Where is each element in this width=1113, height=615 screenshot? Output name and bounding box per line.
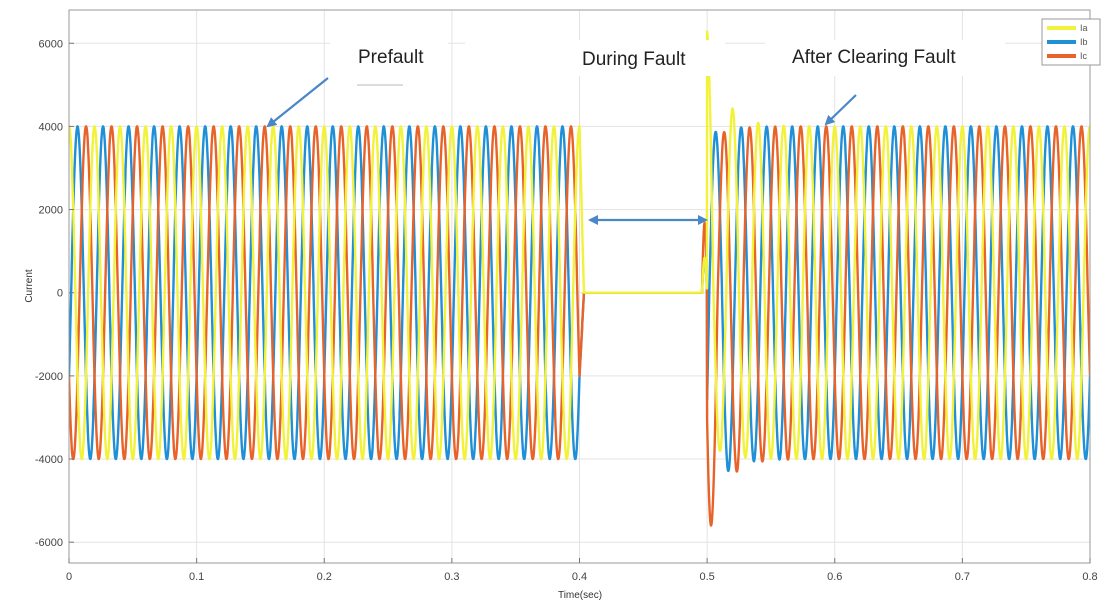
legend-label-ia: Ia xyxy=(1080,23,1088,33)
x-tick-label: 0.3 xyxy=(444,571,459,583)
y-tick-label: 4000 xyxy=(39,121,63,133)
x-tick-label: 0.8 xyxy=(1082,571,1097,583)
y-tick-label: 0 xyxy=(57,288,63,300)
prefault-arrow xyxy=(266,77,329,128)
x-tick-label: 0.6 xyxy=(827,571,842,583)
ticks: 0 0.1 0.2 0.3 0.4 0.5 0.6 0.7 0.8 6000 4000 2000 0 -2… xyxy=(35,38,1098,583)
annotation-during-fault: During Fault xyxy=(582,49,686,70)
series-group xyxy=(69,30,1090,527)
legend-label-ib: Ib xyxy=(1080,37,1088,47)
series-line-ia xyxy=(69,30,1090,461)
annotation-box-during-fault xyxy=(465,40,725,76)
annotation-box-prefault xyxy=(330,40,448,76)
x-tick-label: 0.7 xyxy=(955,571,970,583)
after-fault-arrow xyxy=(824,94,857,126)
annotation-box-after-fault xyxy=(765,40,1005,76)
annotation-prefault: Prefault xyxy=(358,47,424,68)
x-tick-label: 0 xyxy=(66,571,72,583)
y-axis-label: Current xyxy=(24,269,35,303)
x-tick-label: 0.1 xyxy=(189,571,204,583)
y-tick-label: -4000 xyxy=(35,454,63,466)
legend-label-ic: Ic xyxy=(1080,51,1088,61)
legend: Ia Ib Ic xyxy=(1041,18,1101,66)
x-tick-label: 0.4 xyxy=(572,571,587,583)
annotation-after-fault: After Clearing Fault xyxy=(792,47,956,68)
y-tick-label: 2000 xyxy=(39,205,63,217)
y-tick-label: 6000 xyxy=(39,38,63,50)
y-tick-label: -2000 xyxy=(35,371,63,383)
x-tick-label: 0.2 xyxy=(317,571,332,583)
x-axis-label: Time(sec) xyxy=(558,590,602,601)
y-tick-label: -6000 xyxy=(35,537,63,549)
x-tick-label: 0.5 xyxy=(699,571,714,583)
